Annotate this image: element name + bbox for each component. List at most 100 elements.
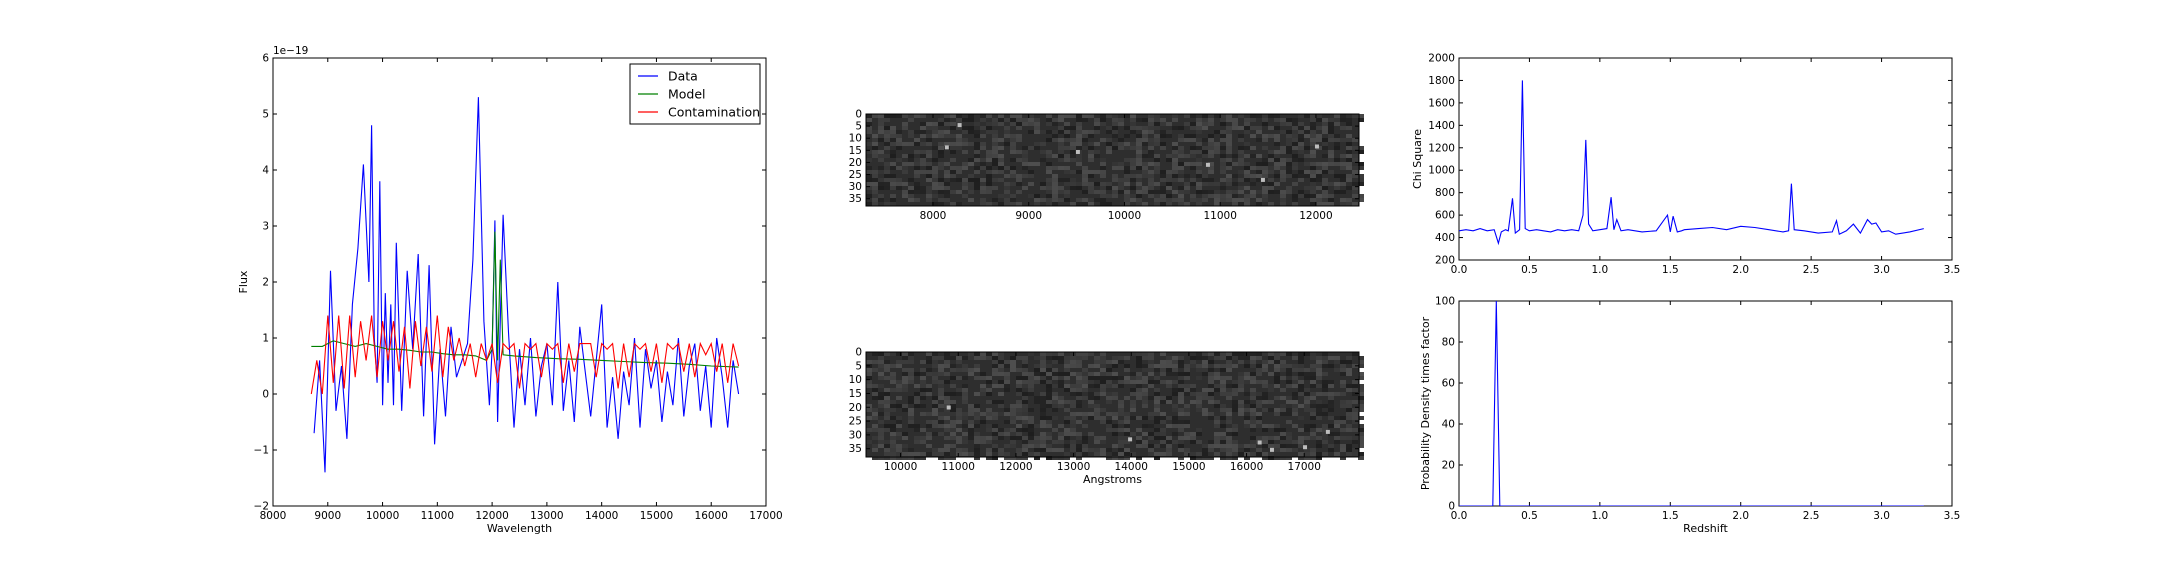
image-pixel bbox=[1268, 126, 1274, 130]
image-pixel bbox=[914, 138, 920, 142]
image-pixel bbox=[1100, 194, 1106, 198]
image-pixel bbox=[1064, 444, 1070, 448]
image-pixel bbox=[956, 416, 962, 420]
image-pixel bbox=[1118, 384, 1124, 388]
image-pixel bbox=[1052, 360, 1058, 364]
image-pixel bbox=[1076, 412, 1082, 416]
image-pixel bbox=[1256, 372, 1262, 376]
image-pixel bbox=[980, 420, 986, 424]
image-pixel bbox=[1112, 178, 1118, 182]
image-pixel bbox=[890, 130, 896, 134]
image-pixel bbox=[1040, 372, 1046, 376]
image-pixel bbox=[1310, 396, 1316, 400]
image-pixel bbox=[1202, 150, 1208, 154]
image-pixel bbox=[1232, 162, 1238, 166]
image-pixel bbox=[1172, 174, 1178, 178]
image-pixel bbox=[1142, 416, 1148, 420]
image-pixel bbox=[956, 190, 962, 194]
image-pixel bbox=[1016, 178, 1022, 182]
chisq-axes: 0.0 0.5 1.0 1.5 2.0 2.5 3.0 3.52004006008001000… bbox=[1411, 53, 1960, 277]
image-pixel bbox=[1250, 372, 1256, 376]
image-pixel bbox=[1160, 440, 1166, 444]
legend-label: Data bbox=[668, 69, 698, 84]
image-pixel bbox=[1226, 198, 1232, 202]
image-pixel bbox=[1334, 432, 1340, 436]
image-pixel bbox=[1220, 364, 1226, 368]
image-pixel bbox=[1022, 444, 1028, 448]
image-pixel bbox=[878, 178, 884, 182]
image-pixel bbox=[1160, 202, 1166, 206]
image-pixel bbox=[1052, 190, 1058, 194]
image-pixel bbox=[1094, 190, 1100, 194]
image-pixel bbox=[932, 194, 938, 198]
image-pixel bbox=[1178, 372, 1184, 376]
image-pixel bbox=[1268, 150, 1274, 154]
image-pixel bbox=[1100, 118, 1106, 122]
image-pixel bbox=[1190, 194, 1196, 198]
image-pixel bbox=[1220, 130, 1226, 134]
image-pixel bbox=[1112, 114, 1118, 118]
image-pixel bbox=[1082, 190, 1088, 194]
image-pixel bbox=[1070, 182, 1076, 186]
image-pixel bbox=[1136, 154, 1142, 158]
image-pixel bbox=[926, 412, 932, 416]
x-tick-label: 13000 bbox=[530, 510, 563, 522]
image-pixel bbox=[896, 456, 902, 460]
image-pixel bbox=[986, 178, 992, 182]
image-pixel bbox=[998, 404, 1004, 408]
image-pixel bbox=[1316, 178, 1322, 182]
image-pixel bbox=[1064, 126, 1070, 130]
image-pixel bbox=[1010, 412, 1016, 416]
image-pixel bbox=[1304, 170, 1310, 174]
image-pixel bbox=[1190, 162, 1196, 166]
image-pixel bbox=[1238, 380, 1244, 384]
image-pixel bbox=[1040, 416, 1046, 420]
image-pixel bbox=[866, 416, 872, 420]
image-pixel bbox=[1310, 166, 1316, 170]
image-pixel bbox=[1010, 420, 1016, 424]
image-pixel bbox=[926, 384, 932, 388]
y-tick-label: 800 bbox=[1435, 187, 1455, 199]
image-pixel bbox=[1148, 190, 1154, 194]
image-pixel bbox=[1322, 360, 1328, 364]
image-pixel bbox=[1220, 138, 1226, 142]
image-pixel bbox=[950, 444, 956, 448]
image-pixel bbox=[1112, 194, 1118, 198]
image-bottom-axes: 10000 11000 12000 13000 14000 15000 16000 17000… bbox=[849, 347, 1360, 486]
image-pixel bbox=[1118, 178, 1124, 182]
image-pixel bbox=[1220, 444, 1226, 448]
image-pixel bbox=[1304, 400, 1310, 404]
image-pixel bbox=[1286, 440, 1292, 444]
image-pixel bbox=[1130, 376, 1136, 380]
image-pixel bbox=[1070, 114, 1076, 118]
image-pixel bbox=[1112, 166, 1118, 170]
image-pixel bbox=[1052, 202, 1058, 206]
image-pixel bbox=[908, 114, 914, 118]
image-pixel bbox=[1352, 380, 1358, 384]
image-pixel bbox=[884, 118, 890, 122]
image-pixel bbox=[1046, 456, 1052, 460]
image-pixel bbox=[890, 400, 896, 404]
image-pixel bbox=[1310, 178, 1316, 182]
image-pixel bbox=[1070, 448, 1076, 452]
image-pixel bbox=[1010, 150, 1016, 154]
image-pixel bbox=[1214, 114, 1220, 118]
image-pixel bbox=[884, 416, 890, 420]
image-pixel bbox=[1262, 158, 1268, 162]
image-pixel bbox=[1238, 202, 1244, 206]
image-pixel bbox=[1118, 440, 1124, 444]
image-pixel bbox=[878, 384, 884, 388]
image-pixel bbox=[1352, 400, 1358, 404]
image-pixel bbox=[1172, 126, 1178, 130]
image-pixel bbox=[1166, 452, 1172, 456]
image-pixel bbox=[1142, 202, 1148, 206]
image-pixel bbox=[932, 400, 938, 404]
image-pixel bbox=[980, 134, 986, 138]
data-line bbox=[313, 97, 740, 473]
y-tick-label: 80 bbox=[1442, 337, 1455, 349]
image-pixel bbox=[1172, 150, 1178, 154]
image-bottom-pixels bbox=[866, 352, 1364, 460]
image-pixel bbox=[1028, 162, 1034, 166]
y-tick-label: 30 bbox=[849, 181, 862, 193]
